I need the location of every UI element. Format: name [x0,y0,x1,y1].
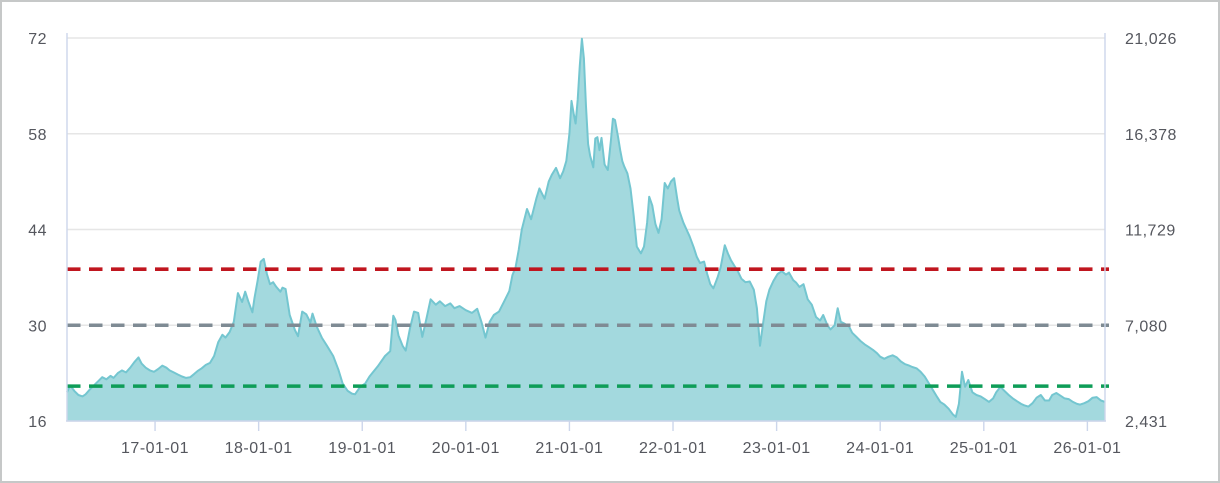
x-tick-label: 26-01-01 [1053,440,1121,457]
x-tick-label: 22-01-01 [639,440,707,457]
y-right-tick-label: 16,378 [1125,127,1177,144]
series-line [66,37,1106,418]
y-right-tick-label: 2,431 [1125,414,1168,431]
y-left-tick-label: 58 [28,127,47,144]
y-left-tick-label: 72 [28,31,47,48]
y-right-tick-label: 11,729 [1125,223,1176,240]
y-left-tick-label: 44 [28,223,47,240]
x-tick-label: 23-01-01 [743,440,811,457]
x-tick-label: 18-01-01 [225,440,293,457]
x-tick-label: 19-01-01 [328,440,396,457]
y-right-tick-label: 7,080 [1125,318,1168,335]
y-left-tick-label: 16 [28,414,47,431]
x-tick-label: 24-01-01 [846,440,914,457]
x-tick-label: 20-01-01 [432,440,500,457]
y-left-tick-label: 30 [28,318,47,335]
x-tick-label: 21-01-01 [535,440,603,457]
y-right-tick-label: 21,026 [1125,31,1177,48]
x-tick-label: 25-01-01 [950,440,1018,457]
x-tick-label: 17-01-01 [121,440,189,457]
